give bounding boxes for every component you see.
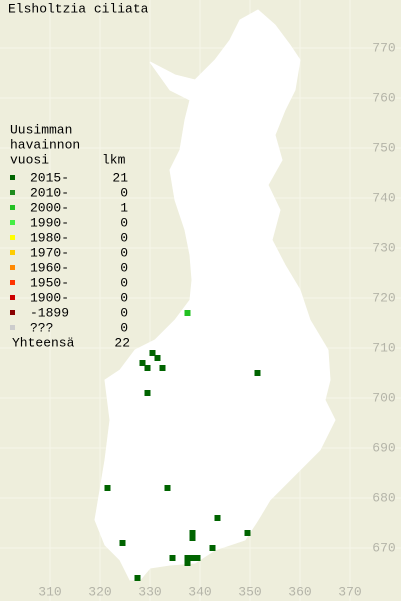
observation-point xyxy=(184,560,191,566)
observation-point xyxy=(214,515,221,521)
legend: Uusimman havainnon vuosi lkm 2015- 21 2010… xyxy=(10,122,130,350)
total-count: 22 xyxy=(114,335,130,350)
legend-label: 2010- xyxy=(30,185,69,200)
legend-swatch xyxy=(10,295,15,300)
legend-label: 1950- xyxy=(30,275,69,290)
legend-count: 0 xyxy=(120,215,128,230)
observation-point xyxy=(189,530,196,536)
observation-point xyxy=(169,555,176,561)
observation-point xyxy=(104,485,111,491)
observation-point xyxy=(184,555,191,561)
y-tick-label: 770 xyxy=(372,40,395,55)
legend-title: havainnon xyxy=(10,137,80,152)
y-tick-label: 750 xyxy=(372,140,395,155)
observation-point xyxy=(244,530,251,536)
observation-point xyxy=(164,485,171,491)
observation-point xyxy=(159,365,166,371)
legend-label: -1899 xyxy=(30,305,69,320)
legend-label: ??? xyxy=(30,320,53,335)
map-title: Elsholtzia ciliata xyxy=(8,1,149,16)
legend-swatch xyxy=(10,310,15,315)
x-tick-label: 310 xyxy=(38,584,61,599)
legend-swatch xyxy=(10,325,15,330)
y-tick-label: 740 xyxy=(372,190,395,205)
observations xyxy=(104,310,261,581)
x-tick-label: 320 xyxy=(88,584,111,599)
observation-point xyxy=(189,555,196,561)
legend-label: 1980- xyxy=(30,230,69,245)
x-tick-label: 350 xyxy=(238,584,261,599)
y-tick-label: 680 xyxy=(372,490,395,505)
legend-count: 0 xyxy=(120,320,128,335)
legend-swatch xyxy=(10,235,15,240)
observation-point xyxy=(134,575,141,581)
legend-count: 0 xyxy=(120,230,128,245)
observation-point xyxy=(184,310,191,316)
finland-outline xyxy=(94,9,336,581)
x-tick-label: 360 xyxy=(288,584,311,599)
legend-swatch xyxy=(10,280,15,285)
observation-point xyxy=(194,555,201,561)
legend-label: 2015- xyxy=(30,170,69,185)
observation-point xyxy=(119,540,126,546)
observation-point xyxy=(154,355,161,361)
legend-swatch xyxy=(10,220,15,225)
x-tick-label: 340 xyxy=(188,584,211,599)
legend-swatch xyxy=(10,265,15,270)
legend-count: 0 xyxy=(120,305,128,320)
legend-title: Uusimman xyxy=(10,122,72,137)
y-tick-label: 700 xyxy=(372,390,395,405)
x-tick-label: 330 xyxy=(138,584,161,599)
total-label: Yhteensä xyxy=(12,335,75,350)
legend-swatch xyxy=(10,205,15,210)
x-tick-label: 370 xyxy=(338,584,361,599)
legend-count: 0 xyxy=(120,275,128,290)
legend-count: 1 xyxy=(120,200,128,215)
y-tick-label: 690 xyxy=(372,440,395,455)
observation-point xyxy=(144,390,151,396)
observation-point xyxy=(144,365,151,371)
legend-label: 1960- xyxy=(30,260,69,275)
y-tick-label: 710 xyxy=(372,340,395,355)
y-tick-label: 760 xyxy=(372,90,395,105)
legend-count: 21 xyxy=(112,170,128,185)
legend-count: 0 xyxy=(120,245,128,260)
legend-title: vuosi xyxy=(10,152,49,167)
legend-label: 1970- xyxy=(30,245,69,260)
observation-point xyxy=(149,350,156,356)
observation-point xyxy=(254,370,261,376)
legend-count-header: lkm xyxy=(102,152,126,167)
observation-point xyxy=(209,545,216,551)
legend-label: 1900- xyxy=(30,290,69,305)
observation-point xyxy=(139,360,146,366)
legend-count: 0 xyxy=(120,290,128,305)
legend-swatch xyxy=(10,175,15,180)
legend-swatch xyxy=(10,190,15,195)
legend-swatch xyxy=(10,250,15,255)
legend-count: 0 xyxy=(120,185,128,200)
axis-labels: 310 320 330 340 350 360 370 670 680 690 700 710 720 7… xyxy=(38,40,395,599)
y-tick-label: 730 xyxy=(372,240,395,255)
y-tick-label: 670 xyxy=(372,540,395,555)
observation-point xyxy=(189,535,196,541)
y-tick-label: 720 xyxy=(372,290,395,305)
legend-count: 0 xyxy=(120,260,128,275)
legend-label: 1990- xyxy=(30,215,69,230)
legend-label: 2000- xyxy=(30,200,69,215)
